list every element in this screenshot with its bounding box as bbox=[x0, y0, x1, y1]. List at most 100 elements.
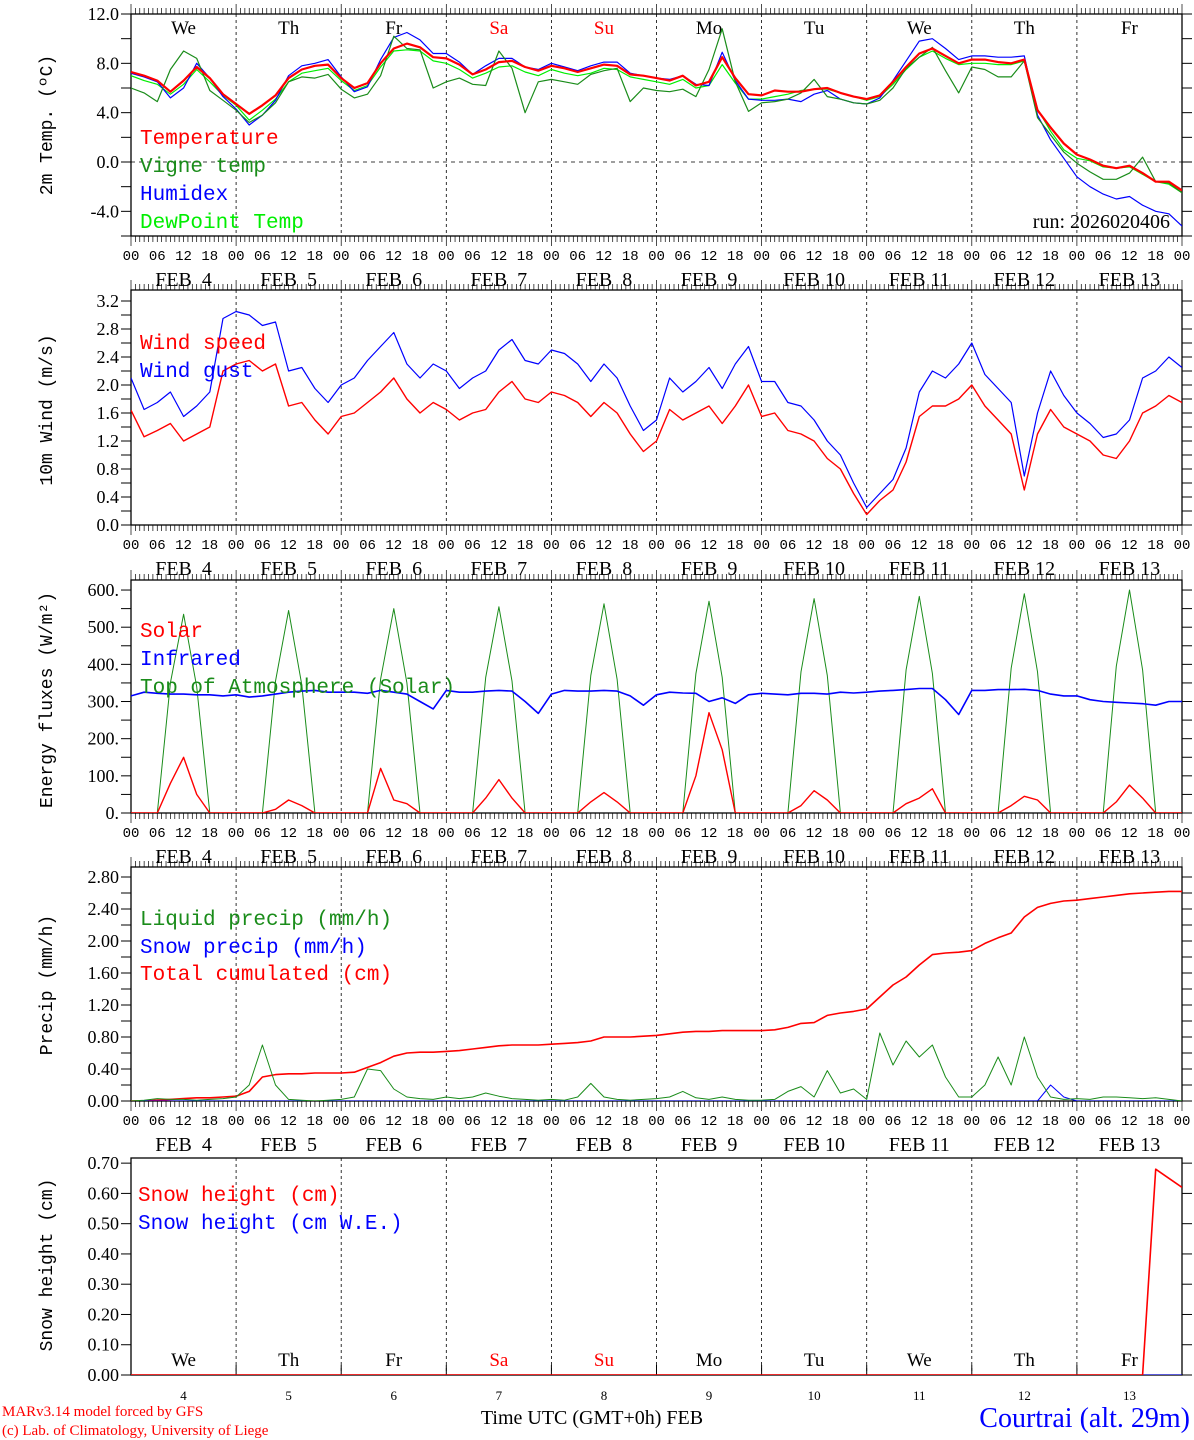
hour-label: 12 bbox=[1016, 538, 1033, 554]
hour-label: 00 bbox=[648, 1114, 665, 1130]
date-label: FEB 9 bbox=[681, 846, 738, 868]
hour-label: 06 bbox=[149, 249, 166, 265]
y-tick-label: 0.0 bbox=[97, 515, 120, 535]
y-axis-label: 2m Temp. (ºC) bbox=[38, 55, 58, 195]
station-title: Courtrai (alt. 29m) bbox=[979, 1403, 1190, 1434]
hour-label: 06 bbox=[990, 249, 1007, 265]
hour-label: 00 bbox=[963, 826, 980, 842]
y-tick-label: 600. bbox=[88, 580, 120, 600]
hour-label: 18 bbox=[201, 1114, 218, 1130]
hour-label: 18 bbox=[1147, 249, 1164, 265]
day-number-label: 8 bbox=[601, 1388, 608, 1403]
date-label: FEB 8 bbox=[576, 846, 633, 868]
hour-label: 12 bbox=[490, 826, 507, 842]
date-label: FEB 12 bbox=[994, 269, 1056, 291]
y-axis-label: Snow height (cm) bbox=[38, 1179, 58, 1352]
hour-label: 06 bbox=[464, 826, 481, 842]
hour-label: 06 bbox=[569, 1114, 586, 1130]
date-label: FEB 7 bbox=[471, 846, 528, 868]
hour-label: 00 bbox=[1174, 538, 1191, 554]
hour-label: 18 bbox=[1147, 1114, 1164, 1130]
hour-label: 12 bbox=[490, 249, 507, 265]
date-label: FEB 10 bbox=[783, 558, 845, 580]
hour-label: 00 bbox=[1174, 826, 1191, 842]
y-tick-label: 0.4 bbox=[97, 487, 120, 507]
date-label: FEB 10 bbox=[783, 846, 845, 868]
hour-label: 06 bbox=[359, 538, 376, 554]
hour-label: 06 bbox=[674, 826, 691, 842]
date-label: FEB 11 bbox=[889, 846, 950, 868]
date-label: FEB 12 bbox=[994, 846, 1056, 868]
panel-temp: 12.0 8.0 4.0 0.0 -4.0 2m Temp. (ºC) 00 06 12 18 FE… bbox=[38, 4, 1192, 291]
hour-label: 00 bbox=[333, 826, 350, 842]
hour-label: 06 bbox=[359, 826, 376, 842]
hour-label: 18 bbox=[727, 249, 744, 265]
y-tick-label: 0.40 bbox=[88, 1244, 120, 1264]
hour-label: 00 bbox=[1068, 538, 1085, 554]
y-tick-label: 2.80 bbox=[88, 867, 120, 887]
day-number-label: 12 bbox=[1018, 1388, 1031, 1403]
hour-label: 18 bbox=[832, 538, 849, 554]
y-tick-label: 0.40 bbox=[88, 1059, 120, 1079]
hour-label: 06 bbox=[464, 1114, 481, 1130]
hour-label: 00 bbox=[438, 249, 455, 265]
hour-label: 06 bbox=[1095, 538, 1112, 554]
hour-label: 12 bbox=[911, 1114, 928, 1130]
hour-label: 12 bbox=[1121, 538, 1138, 554]
day-number-label: 10 bbox=[808, 1388, 821, 1403]
y-axis-label: 10m Wind (m/s) bbox=[38, 334, 58, 485]
hour-label: 00 bbox=[228, 249, 245, 265]
weekday-label: We bbox=[907, 18, 932, 39]
hour-label: 12 bbox=[911, 538, 928, 554]
series-line-dewpoint-temp bbox=[131, 49, 1182, 194]
hour-label: 00 bbox=[123, 249, 140, 265]
hour-label: 18 bbox=[307, 826, 324, 842]
date-label: FEB 7 bbox=[471, 269, 528, 291]
y-axis-label: Energy fluxes (W/m²) bbox=[38, 592, 58, 808]
hour-label: 06 bbox=[254, 538, 271, 554]
hour-label: 00 bbox=[963, 1114, 980, 1130]
y-axis-label: Precip (mm/h) bbox=[38, 915, 58, 1055]
hour-label: 12 bbox=[280, 1114, 297, 1130]
hour-label: 06 bbox=[1095, 1114, 1112, 1130]
hour-label: 18 bbox=[1147, 826, 1164, 842]
series-line-top-of-atmosphere-solar- bbox=[131, 589, 1182, 813]
hour-label: 06 bbox=[464, 249, 481, 265]
date-label: FEB 5 bbox=[260, 1134, 317, 1156]
hour-label: 18 bbox=[937, 826, 954, 842]
hour-label: 06 bbox=[674, 249, 691, 265]
y-tick-label: 1.6 bbox=[97, 403, 120, 423]
hour-label: 00 bbox=[963, 538, 980, 554]
hour-label: 00 bbox=[438, 1114, 455, 1130]
hour-label: 12 bbox=[280, 826, 297, 842]
hour-label: 18 bbox=[412, 249, 429, 265]
copyright-credit: (c) Lab. of Climatology, University of L… bbox=[2, 1423, 269, 1439]
hour-label: 18 bbox=[307, 1114, 324, 1130]
hour-label: 06 bbox=[885, 826, 902, 842]
weekday-label: Mo bbox=[696, 1350, 722, 1371]
y-tick-label: 2.4 bbox=[97, 347, 120, 367]
weekday-label: Tu bbox=[804, 1350, 825, 1371]
hour-label: 06 bbox=[779, 1114, 796, 1130]
hour-label: 18 bbox=[1042, 249, 1059, 265]
day-number-label: 7 bbox=[496, 1388, 503, 1403]
hour-label: 12 bbox=[385, 538, 402, 554]
weekday-label: Fr bbox=[1121, 1350, 1139, 1371]
hour-label: 12 bbox=[1121, 249, 1138, 265]
hour-label: 18 bbox=[201, 249, 218, 265]
y-tick-label: 0.70 bbox=[88, 1153, 120, 1173]
y-tick-label: 2.00 bbox=[88, 931, 120, 951]
hour-label: 06 bbox=[359, 1114, 376, 1130]
hour-label: 06 bbox=[674, 1114, 691, 1130]
day-number-label: 5 bbox=[285, 1388, 292, 1403]
hour-label: 12 bbox=[596, 826, 613, 842]
hour-label: 12 bbox=[596, 1114, 613, 1130]
hour-label: 06 bbox=[254, 249, 271, 265]
hour-label: 06 bbox=[779, 249, 796, 265]
date-label: FEB 11 bbox=[889, 1134, 950, 1156]
weekday-label: We bbox=[907, 1350, 932, 1371]
hour-label: 06 bbox=[359, 249, 376, 265]
y-tick-label: 4.0 bbox=[97, 103, 120, 123]
hour-label: 06 bbox=[254, 826, 271, 842]
